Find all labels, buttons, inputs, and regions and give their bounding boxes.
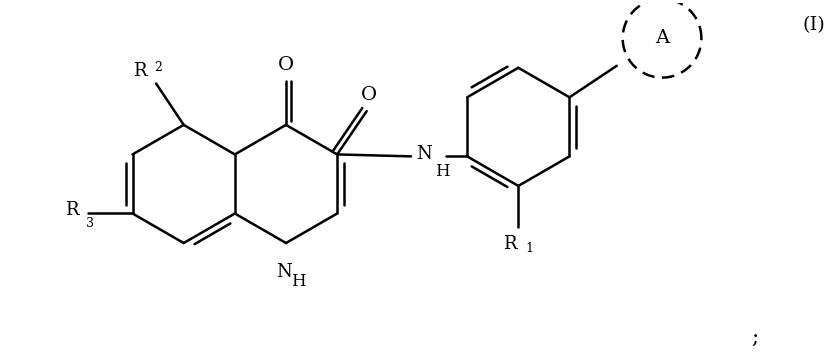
Text: R: R (65, 201, 78, 219)
Text: R: R (133, 62, 146, 80)
Text: N: N (416, 146, 432, 163)
Text: O: O (360, 86, 377, 104)
Text: 2: 2 (155, 61, 162, 74)
Text: H: H (434, 163, 449, 180)
Text: 3: 3 (87, 218, 94, 231)
Text: A: A (655, 29, 669, 47)
Text: N: N (276, 263, 292, 281)
Text: R: R (503, 235, 517, 253)
Text: O: O (278, 56, 294, 74)
Text: 1: 1 (525, 242, 533, 255)
Text: ;: ; (751, 328, 759, 347)
Text: (I): (I) (802, 17, 825, 34)
Text: H: H (291, 273, 306, 290)
